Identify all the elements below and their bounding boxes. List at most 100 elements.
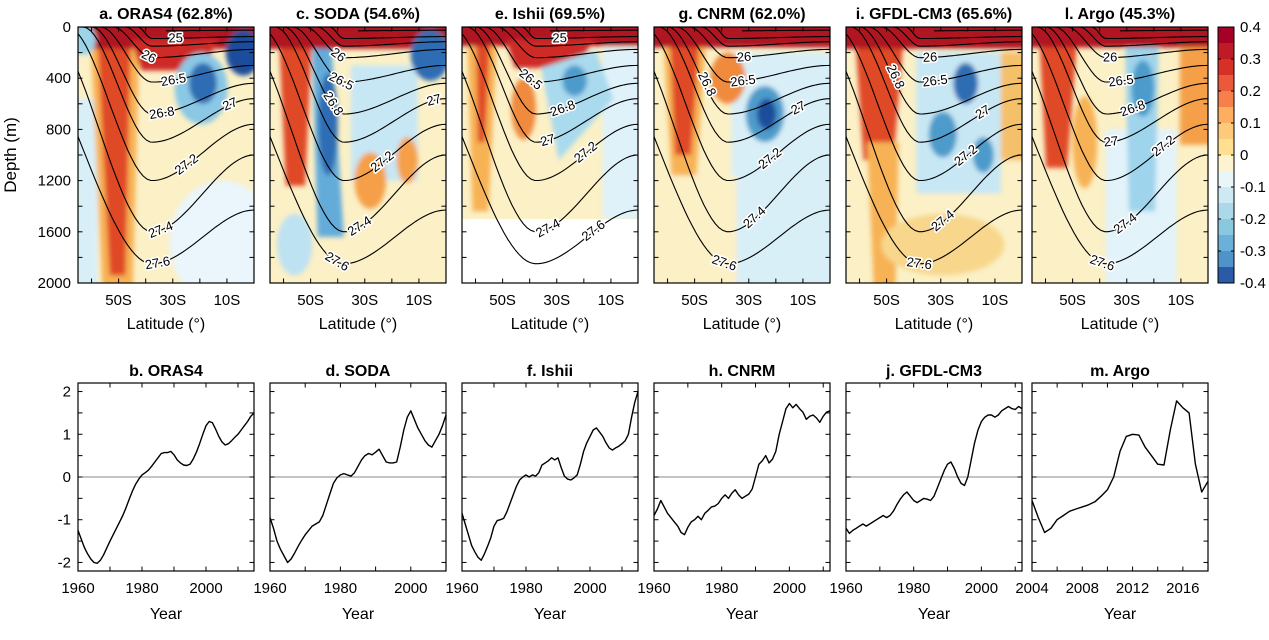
isopycnal-27.6 [462, 136, 638, 265]
colorbar-tick-label: 0.1 [1240, 115, 1261, 132]
isopycnal-27.2 [1032, 33, 1208, 182]
field-regions [462, 27, 638, 220]
isopycnal-25.5 [509, 27, 638, 47]
year-tick-label: 2000 [394, 580, 427, 597]
isopycnal-26.8 [91, 27, 254, 115]
series-x-axis-label: Year [342, 606, 375, 623]
series-line [77, 412, 255, 564]
contour-label-26: 26 [922, 49, 937, 65]
lat-tick-label: 30S [543, 292, 570, 309]
lat-tick-label: 10S [406, 292, 433, 309]
isopycnal-26.8 [283, 27, 446, 115]
lat-tick-label: 10S [982, 292, 1009, 309]
depth-tick-label: 1600 [38, 224, 71, 241]
isopycnal-26.8 [1045, 27, 1208, 115]
year-tick-label: 2012 [1116, 580, 1149, 597]
field-region [318, 73, 338, 176]
year-tick-label: 1960 [829, 580, 862, 597]
year-tick-label: 1980 [897, 580, 930, 597]
isopycnal-27.2 [462, 33, 638, 182]
map-panel-title: i. GFDL-CM3 (65.6%) [856, 6, 1012, 23]
colorbar-cell [1218, 187, 1234, 204]
year-tick-label: 1960 [61, 580, 94, 597]
field-region [1072, 96, 1098, 189]
contour-label-26: 26 [1103, 50, 1117, 65]
colorbar-cell [1218, 235, 1234, 252]
isopycnal-26.5 [868, 27, 1022, 83]
isopycnal-26 [881, 27, 1022, 59]
field-region [354, 152, 387, 209]
isopycnal-24 [1120, 29, 1208, 32]
lat-tick-label: 50S [489, 292, 516, 309]
map-x-axis-label: Latitude (°) [703, 316, 781, 333]
year-tick-label: 2008 [1066, 580, 1099, 597]
lat-tick-label: 10S [790, 292, 817, 309]
isopycnal-26 [497, 27, 638, 59]
field-region [1000, 52, 1022, 161]
isopycnal-27.6 [654, 136, 830, 265]
contour-label-25: 25 [552, 30, 567, 45]
colorbar-cell [1218, 59, 1234, 76]
series-panel-title: m. Argo [1090, 363, 1150, 380]
year-tick-label: 2016 [1166, 580, 1199, 597]
field-region [654, 175, 737, 283]
isopycnal-25.5 [701, 27, 830, 47]
lat-tick-label: 50S [681, 292, 708, 309]
colorbar-cell [1218, 107, 1234, 124]
isopycnal-27 [83, 27, 254, 143]
colorbar-cell [1218, 75, 1234, 92]
isopycnal-27 [275, 27, 446, 143]
isopycnal-26.5 [484, 27, 638, 83]
colorbar-cell [1218, 43, 1234, 60]
field-region [225, 29, 254, 76]
field-region [541, 50, 614, 161]
isopycnal-27 [851, 27, 1022, 143]
isopycnal-26.5 [1054, 27, 1208, 83]
series-panel-title: h. CNRM [709, 363, 776, 380]
field-regions [846, 27, 1022, 283]
field-region [462, 27, 638, 47]
lat-tick-label: 30S [351, 292, 378, 309]
isopycnal-25 [521, 27, 638, 40]
depth-tick-label: 2000 [38, 275, 71, 292]
isopycnal-27.4 [462, 70, 638, 233]
isopycnal-26.5 [676, 27, 830, 83]
isopycnal-25 [905, 27, 1022, 40]
isopycnal-25 [1091, 27, 1208, 40]
field-region [396, 137, 418, 184]
series-panel-title: d. SODA [326, 363, 391, 380]
contour-label-27.6: 27.6 [144, 253, 172, 272]
field-region [881, 213, 1005, 276]
field-region [602, 47, 638, 220]
series-panel-title: b. ORAS4 [129, 363, 203, 380]
colorbar-tick-label: 0 [1240, 147, 1248, 164]
colorbar-cell [1218, 203, 1234, 220]
map-panel-title: g. CNRM (62.0%) [678, 6, 805, 23]
isopycnal-26.8 [667, 27, 830, 115]
map-x-axis-label: Latitude (°) [319, 316, 397, 333]
contour-label-26.5: 26.5 [921, 72, 948, 90]
isopycnal-24 [358, 29, 446, 32]
year-tick-label: 1960 [445, 580, 478, 597]
isopycnal-27 [1037, 27, 1208, 143]
field-region [669, 34, 700, 155]
isopycnal-25 [713, 27, 830, 40]
year-tick-label: 2000 [965, 580, 998, 597]
isopycnal-27.4 [1032, 70, 1208, 233]
field-region [1032, 27, 1208, 48]
series-x-axis-label: Year [534, 606, 567, 623]
isopycnal-26 [113, 27, 254, 59]
year-tick-label: 1980 [509, 580, 542, 597]
isopycnal-27.4 [270, 70, 446, 233]
contour-label-27: 27 [539, 131, 557, 149]
isopycnal-27.2 [846, 33, 1022, 182]
contour-label-26: 26 [736, 49, 751, 65]
year-tick-label: 1960 [637, 580, 670, 597]
series-x-axis-label: Year [150, 606, 183, 623]
isopycnal-27.4 [78, 70, 254, 233]
